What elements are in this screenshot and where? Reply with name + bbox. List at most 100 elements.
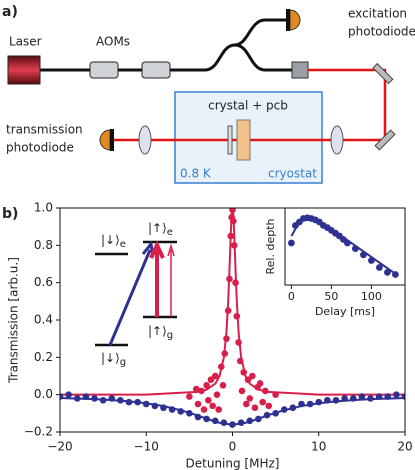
data-point <box>198 387 205 395</box>
data-point <box>344 239 351 247</box>
y-tick-label: 0.0 <box>34 387 53 401</box>
data-point <box>60 393 64 400</box>
panel-label: a) <box>2 4 18 20</box>
data-point <box>251 404 259 412</box>
data-point <box>349 395 357 402</box>
data-point <box>341 395 348 402</box>
y-tick-label: 1.0 <box>34 201 53 215</box>
data-point <box>215 406 222 413</box>
level-label: |↓⟩e <box>101 233 126 251</box>
data-point <box>194 413 202 421</box>
data-point <box>217 363 225 370</box>
level-label: |↓⟩g <box>101 351 126 369</box>
plots: −20 −10 0 10 20 −0.2 0.0 0.2 0.4 0.6 0.8 1.0 Detunin… <box>7 201 413 470</box>
data-point <box>227 232 235 240</box>
data-point <box>99 396 107 404</box>
data-point <box>384 269 391 276</box>
y-tick-label: 0.2 <box>34 350 53 364</box>
data-point <box>235 339 242 346</box>
panel-label: b) <box>2 206 18 222</box>
data-point <box>263 411 271 419</box>
ket: |↑⟩ <box>148 221 167 235</box>
data-point <box>243 400 250 408</box>
arrow <box>167 243 175 317</box>
data-point <box>203 382 210 389</box>
arrow <box>108 240 155 346</box>
transmission-label: photodiode <box>6 141 74 155</box>
y-tick-label: 0.8 <box>34 238 53 252</box>
laser-label: Laser <box>9 35 42 49</box>
data-point <box>203 415 210 423</box>
data-point <box>213 391 221 398</box>
subscript: g <box>120 357 126 368</box>
x-tick-label: 0 <box>229 440 237 454</box>
crystal-label: crystal + pcb <box>208 99 288 113</box>
photodiode <box>99 129 111 151</box>
x-axis-label: Detuning [MHz] <box>186 457 280 470</box>
data-point <box>108 395 116 402</box>
data-point <box>194 400 202 408</box>
level-label: |↑⟩g <box>148 324 173 342</box>
collimator <box>291 61 309 79</box>
data-point <box>332 396 340 404</box>
level-label: |↑⟩e <box>148 221 173 239</box>
subscript: e <box>167 227 173 238</box>
data-point <box>259 398 266 406</box>
data-point <box>265 402 273 410</box>
data-point <box>368 257 375 264</box>
x-tick-label: −10 <box>134 440 159 454</box>
mirror <box>372 62 394 85</box>
pcb <box>227 125 233 155</box>
data-point <box>91 395 98 402</box>
data-point <box>375 393 383 400</box>
data-point <box>226 275 233 283</box>
data-point <box>125 398 133 406</box>
data-point <box>384 393 392 400</box>
x-tick-label: 0 <box>288 290 295 303</box>
fiber <box>40 18 292 72</box>
aom <box>141 61 171 79</box>
x-tick-label: 10 <box>311 440 326 454</box>
data-point <box>324 396 331 404</box>
data-point <box>73 395 81 402</box>
data-point <box>209 402 216 410</box>
data-point <box>246 395 254 402</box>
level-scheme: |↓⟩e |↑⟩e |↓⟩g |↑⟩g <box>95 221 177 369</box>
ket: |↑⟩ <box>148 324 167 338</box>
y-axis-label: Rel. depth <box>264 218 277 274</box>
data-point <box>211 417 219 425</box>
data-point <box>229 208 236 214</box>
main-chart: −20 −10 0 10 20 −0.2 0.0 0.2 0.4 0.6 0.8 1.0 Detunin… <box>7 201 413 470</box>
y-tick-label: 0.4 <box>34 313 53 327</box>
ket: |↓⟩ <box>101 351 120 365</box>
data-point <box>367 395 374 402</box>
data-point <box>358 393 366 400</box>
data-point <box>272 391 279 398</box>
crystal <box>236 119 251 161</box>
data-point <box>315 398 323 406</box>
data-point <box>237 419 245 426</box>
data-point <box>298 400 305 408</box>
x-tick-label: −20 <box>47 440 72 454</box>
data-point <box>220 419 228 426</box>
laser <box>7 55 41 85</box>
data-point <box>256 380 264 387</box>
data-point <box>117 396 124 404</box>
x-tick-label: 50 <box>324 290 338 303</box>
temperature-label: 0.8 K <box>180 167 212 181</box>
data-point <box>232 279 239 286</box>
data-point <box>65 391 72 398</box>
data-point <box>221 350 229 357</box>
data-point <box>229 421 236 428</box>
data-point <box>233 312 241 320</box>
arrow <box>149 240 165 317</box>
data-point <box>200 406 208 413</box>
subscript: e <box>120 239 126 250</box>
photodiode-base <box>110 129 114 151</box>
setup-diagram: a) Laser AOMs excitation photodiode tran… <box>2 4 415 184</box>
data-point <box>211 372 219 380</box>
y-axis-label: Transmission [arb.u.] <box>7 257 21 384</box>
data-point <box>230 242 238 249</box>
excitation-label: photodiode <box>348 25 415 39</box>
